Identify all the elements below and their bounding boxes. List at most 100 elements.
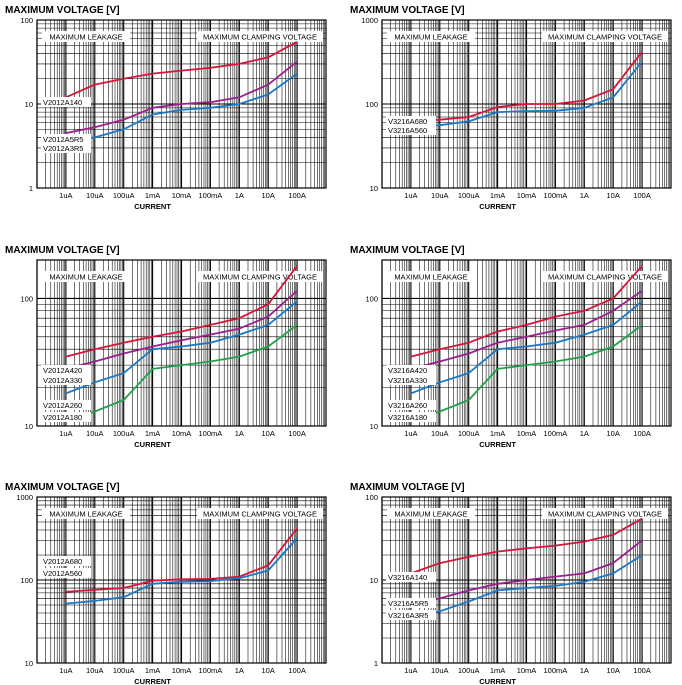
- part-label-box: [41, 568, 91, 578]
- x-tick-label: 10mA: [517, 666, 537, 675]
- x-tick-label: 10mA: [172, 191, 192, 200]
- part-label: V3216A260: [388, 401, 427, 410]
- series-line-V2012A560: [65, 537, 298, 605]
- clamping-label: MAXIMUM CLAMPING VOLTAGE: [548, 273, 662, 282]
- x-tick-label: 10A: [607, 191, 620, 200]
- x-tick-label: 100uA: [113, 191, 135, 200]
- x-tick-label: 1mA: [145, 666, 160, 675]
- series-line-V2012A680: [65, 527, 298, 593]
- part-label-box: [41, 365, 91, 375]
- x-axis-label: CURRENT: [479, 202, 516, 211]
- x-tick-label: 10A: [262, 429, 275, 438]
- x-tick-label: 100A: [633, 429, 651, 438]
- chart-6: MAXIMUM VOLTAGE [V] 1 10 100 1uA 10uA 100uA 1mA…: [350, 482, 672, 685]
- series-line-V2012A330: [65, 290, 298, 370]
- leakage-box: [42, 508, 130, 519]
- part-label-box: [41, 400, 91, 410]
- y-tick-label: 100: [365, 493, 378, 502]
- y-tick-label: 10: [370, 184, 378, 193]
- x-axis-label: CURRENT: [479, 440, 516, 449]
- series-line-V3216A260: [410, 300, 643, 395]
- clamping-box: [197, 508, 323, 519]
- part-label-box: [386, 375, 436, 385]
- leakage-label: MAXIMUM LEAKAGE: [394, 510, 467, 519]
- part-label: V3216A3R5: [388, 611, 428, 620]
- x-tick-label: 10mA: [172, 429, 192, 438]
- leakage-box: [42, 271, 130, 282]
- y-tick-label: 10: [370, 422, 378, 431]
- x-tick-label: 10uA: [86, 191, 104, 200]
- x-tick-label: 1mA: [490, 666, 505, 675]
- x-tick-label: 10A: [262, 666, 275, 675]
- part-label: V2012A420: [43, 366, 82, 375]
- x-axis-label: CURRENT: [134, 440, 171, 449]
- y-tick-label: 100: [20, 16, 33, 25]
- chart-title: MAXIMUM VOLTAGE [V]: [350, 5, 465, 16]
- part-label: V2012A560: [43, 569, 82, 578]
- clamping-box: [542, 31, 668, 42]
- x-tick-label: 10uA: [431, 429, 449, 438]
- x-tick-label: 10mA: [172, 666, 192, 675]
- part-label: V3216A140: [388, 573, 427, 582]
- x-tick-label: 100mA: [544, 429, 568, 438]
- part-label: V3216A560: [388, 126, 427, 135]
- series-line-V3216A140: [410, 517, 643, 575]
- series-line-V3216A680: [410, 51, 643, 123]
- x-tick-label: 100A: [288, 429, 306, 438]
- x-tick-label: 1A: [580, 191, 589, 200]
- part-label-box: [41, 97, 91, 107]
- leakage-label: MAXIMUM LEAKAGE: [394, 273, 467, 282]
- series-line-V2012A140: [65, 41, 298, 99]
- chart-4: MAXIMUM VOLTAGE [V] 10 100 1uA 10uA 100uA 1mA 1…: [350, 245, 672, 449]
- x-tick-label: 10uA: [86, 666, 104, 675]
- leakage-label: MAXIMUM LEAKAGE: [49, 510, 122, 519]
- x-tick-label: 100uA: [113, 429, 135, 438]
- leakage-label: MAXIMUM LEAKAGE: [394, 33, 467, 42]
- x-tick-label: 10A: [607, 666, 620, 675]
- x-axis-label: CURRENT: [479, 677, 516, 685]
- x-tick-label: 10mA: [517, 191, 537, 200]
- y-tick-label: 10: [370, 576, 378, 585]
- chart-3: MAXIMUM VOLTAGE [V] 10 100 1uA 10uA 100uA 1mA 1…: [5, 245, 327, 449]
- series-line-V3216A3R5: [410, 554, 643, 619]
- leakage-box: [387, 271, 475, 282]
- part-label-box: [386, 598, 436, 608]
- x-tick-label: 100mA: [199, 191, 223, 200]
- part-label-box: [386, 610, 436, 620]
- part-label: V3216A420: [388, 366, 427, 375]
- series-line-V2012A260: [65, 300, 298, 395]
- part-label: V2012A140: [43, 98, 82, 107]
- clamping-box: [197, 31, 323, 42]
- x-tick-label: 1uA: [59, 191, 72, 200]
- x-tick-label: 100mA: [544, 191, 568, 200]
- x-tick-label: 100mA: [199, 429, 223, 438]
- chart-title: MAXIMUM VOLTAGE [V]: [5, 482, 120, 493]
- x-tick-label: 100A: [288, 191, 306, 200]
- clamping-label: MAXIMUM CLAMPING VOLTAGE: [203, 273, 317, 282]
- y-tick-label: 10: [25, 659, 33, 668]
- y-tick-label: 1: [29, 184, 33, 193]
- y-tick-label: 10: [25, 422, 33, 431]
- x-tick-label: 1uA: [404, 666, 417, 675]
- x-tick-label: 100A: [633, 191, 651, 200]
- y-tick-label: 100: [365, 100, 378, 109]
- clamping-label: MAXIMUM CLAMPING VOLTAGE: [203, 510, 317, 519]
- x-tick-label: 100uA: [113, 666, 135, 675]
- x-tick-label: 100A: [288, 666, 306, 675]
- y-tick-label: 10: [25, 100, 33, 109]
- leakage-label: MAXIMUM LEAKAGE: [49, 273, 122, 282]
- series-line-V2012A180: [65, 324, 298, 422]
- clamping-box: [197, 271, 323, 282]
- leakage-box: [387, 508, 475, 519]
- chart-1: MAXIMUM VOLTAGE [V] 1 10 100 1uA 10uA 100uA 1mA…: [5, 5, 327, 211]
- x-tick-label: 10uA: [431, 191, 449, 200]
- part-label-box: [41, 412, 91, 422]
- x-tick-label: 10uA: [86, 429, 104, 438]
- x-tick-label: 1mA: [145, 429, 160, 438]
- x-tick-label: 1mA: [145, 191, 160, 200]
- chart-2: MAXIMUM VOLTAGE [V] 10 100 1000 1uA 10uA 100uA…: [350, 5, 672, 211]
- chart-title: MAXIMUM VOLTAGE [V]: [5, 5, 120, 16]
- chart-title: MAXIMUM VOLTAGE [V]: [350, 482, 465, 493]
- x-tick-label: 100uA: [458, 666, 480, 675]
- part-label: V3216A680: [388, 117, 427, 126]
